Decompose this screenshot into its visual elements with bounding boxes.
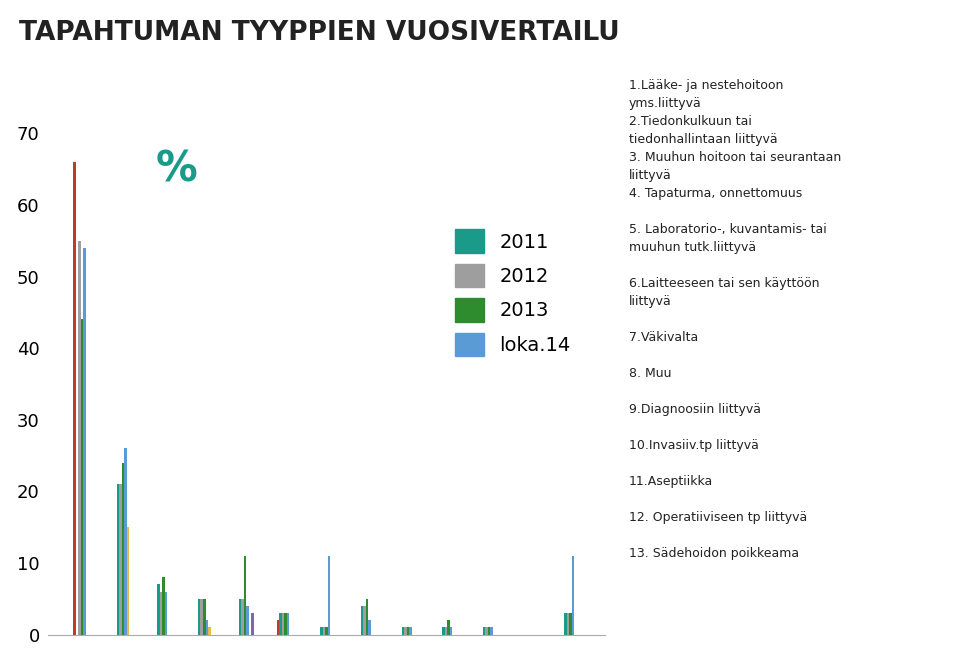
- Bar: [284, 613, 287, 635]
- Bar: [239, 599, 241, 635]
- Bar: [444, 627, 447, 635]
- Bar: [252, 613, 253, 635]
- Bar: [119, 484, 122, 635]
- Bar: [241, 599, 244, 635]
- Bar: [276, 620, 279, 635]
- Bar: [282, 613, 284, 635]
- Bar: [450, 627, 452, 635]
- Bar: [443, 627, 444, 635]
- Bar: [159, 592, 162, 635]
- Bar: [162, 577, 165, 635]
- Bar: [483, 627, 486, 635]
- Bar: [124, 448, 127, 635]
- Bar: [201, 599, 203, 635]
- Bar: [327, 556, 330, 635]
- Bar: [564, 613, 566, 635]
- Bar: [320, 627, 323, 635]
- Bar: [366, 599, 369, 635]
- Bar: [447, 620, 450, 635]
- Bar: [363, 606, 366, 635]
- Bar: [244, 556, 247, 635]
- Bar: [127, 527, 130, 635]
- Bar: [566, 613, 569, 635]
- Bar: [247, 606, 249, 635]
- Bar: [572, 556, 574, 635]
- Bar: [203, 599, 205, 635]
- Bar: [486, 627, 488, 635]
- Legend: 2011, 2012, 2013, loka.14: 2011, 2012, 2013, loka.14: [446, 221, 578, 364]
- Text: %: %: [156, 149, 197, 190]
- Bar: [491, 627, 493, 635]
- Bar: [325, 627, 327, 635]
- Bar: [406, 627, 409, 635]
- Bar: [369, 620, 371, 635]
- Bar: [73, 162, 76, 635]
- Bar: [208, 627, 210, 635]
- Text: 1.Lääke- ja nestehoitoon
yms.liittyvä
2.Tiedonkulkuun tai
tiedonhallintaan liitt: 1.Lääke- ja nestehoitoon yms.liittyvä 2.…: [629, 79, 841, 561]
- Bar: [116, 484, 119, 635]
- Bar: [279, 613, 282, 635]
- Bar: [401, 627, 404, 635]
- Bar: [569, 613, 572, 635]
- Bar: [165, 592, 167, 635]
- Bar: [79, 241, 81, 635]
- Bar: [409, 627, 412, 635]
- Bar: [84, 248, 86, 635]
- Text: TAPAHTUMAN TYYPPIEN VUOSIVERTAILU: TAPAHTUMAN TYYPPIEN VUOSIVERTAILU: [19, 20, 620, 46]
- Bar: [81, 319, 84, 635]
- Bar: [361, 606, 363, 635]
- Bar: [157, 584, 159, 635]
- Bar: [122, 463, 124, 635]
- Bar: [198, 599, 201, 635]
- Bar: [323, 627, 325, 635]
- Bar: [488, 627, 491, 635]
- Bar: [205, 620, 208, 635]
- Bar: [404, 627, 406, 635]
- Bar: [287, 613, 290, 635]
